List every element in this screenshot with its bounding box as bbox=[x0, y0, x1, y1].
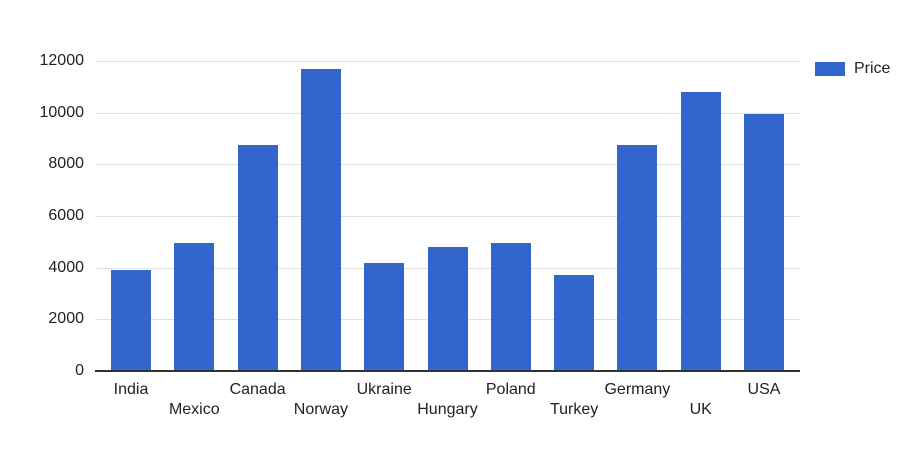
bar-india[interactable] bbox=[111, 270, 151, 371]
y-tick-label-8000: 8000 bbox=[48, 155, 84, 173]
x-category-label-norway: Norway bbox=[293, 401, 348, 418]
x-category-label-uk: UK bbox=[689, 401, 712, 418]
x-category-label-usa: USA bbox=[747, 381, 781, 398]
legend-series-label: Price bbox=[854, 60, 891, 77]
x-category-label-turkey: Turkey bbox=[549, 401, 599, 418]
x-axis-line bbox=[95, 370, 800, 372]
x-category-label-ukraine: Ukraine bbox=[356, 381, 412, 398]
y-tick-label-4000: 4000 bbox=[48, 258, 84, 276]
y-tick-label-12000: 12000 bbox=[39, 52, 85, 69]
gridline-6000 bbox=[95, 216, 800, 217]
gridline-12000 bbox=[95, 61, 800, 62]
x-category-label-germany: Germany bbox=[604, 381, 671, 398]
y-tick-label-10000: 10000 bbox=[39, 103, 85, 121]
x-category-label-mexico: Mexico bbox=[168, 401, 220, 418]
y-tick-label-0: 0 bbox=[75, 362, 84, 379]
bar-uk[interactable] bbox=[680, 92, 721, 371]
bar-ukraine[interactable] bbox=[364, 262, 405, 371]
x-category-label-india: India bbox=[113, 381, 149, 398]
legend: Price bbox=[815, 60, 890, 78]
bar-turkey[interactable] bbox=[554, 275, 595, 371]
x-category-label-hungary: Hungary bbox=[417, 401, 478, 418]
bar-hungary[interactable] bbox=[427, 247, 468, 371]
x-category-label-poland: Poland bbox=[485, 381, 536, 398]
bar-germany[interactable] bbox=[617, 144, 658, 371]
bar-poland[interactable] bbox=[490, 243, 531, 371]
plot-area bbox=[95, 61, 800, 371]
bar-usa[interactable] bbox=[744, 113, 784, 371]
y-tick-label-2000: 2000 bbox=[48, 310, 84, 328]
y-tick-label-6000: 6000 bbox=[48, 207, 84, 224]
bar-norway[interactable] bbox=[300, 68, 341, 371]
gridline-8000 bbox=[95, 164, 800, 166]
gridline-10000 bbox=[95, 112, 800, 114]
legend-color-swatch-icon bbox=[815, 62, 845, 76]
bar-canada[interactable] bbox=[237, 144, 278, 371]
x-category-label-canada: Canada bbox=[229, 381, 286, 398]
bar-mexico[interactable] bbox=[174, 243, 215, 371]
